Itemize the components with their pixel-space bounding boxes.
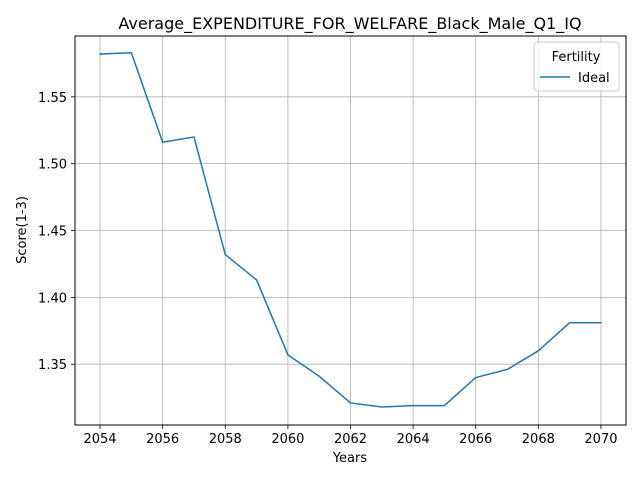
x-tick-label: 2056: [146, 432, 179, 447]
y-axis-label: Score(1-3): [15, 196, 30, 264]
x-axis-label: Years: [332, 451, 368, 466]
x-tick-label: 2066: [459, 432, 492, 447]
y-tick-label: 1.55: [38, 91, 67, 106]
chart-title: Average_EXPENDITURE_FOR_WELFARE_Black_Ma…: [118, 14, 581, 34]
x-tick-label: 2058: [209, 432, 242, 447]
y-gridlines: [75, 96, 626, 365]
legend-label-ideal: Ideal: [578, 71, 610, 86]
x-tick-label: 2068: [522, 432, 555, 447]
x-axis-ticks: 2054 2056 2058 2060 2062 2064 2066 2068 2070: [83, 425, 618, 447]
y-tick-label: 1.45: [38, 225, 67, 240]
x-tick-label: 2054: [83, 432, 116, 447]
series-layer: [99, 51, 602, 408]
y-tick-label: 1.35: [38, 358, 67, 373]
legend-title: Fertility: [552, 50, 601, 65]
y-tick-label: 1.50: [38, 158, 67, 173]
x-tick-label: 2062: [334, 432, 367, 447]
legend: Fertility Ideal: [533, 41, 620, 92]
x-tick-label: 2064: [397, 432, 430, 447]
series-line-ideal: [99, 51, 602, 408]
y-tick-label: 1.40: [38, 291, 67, 306]
y-axis-ticks: 1.35 1.40 1.45 1.50 1.55: [38, 91, 75, 373]
x-tick-label: 2070: [584, 432, 617, 447]
x-tick-label: 2060: [271, 432, 304, 447]
legend-box: [533, 41, 620, 92]
